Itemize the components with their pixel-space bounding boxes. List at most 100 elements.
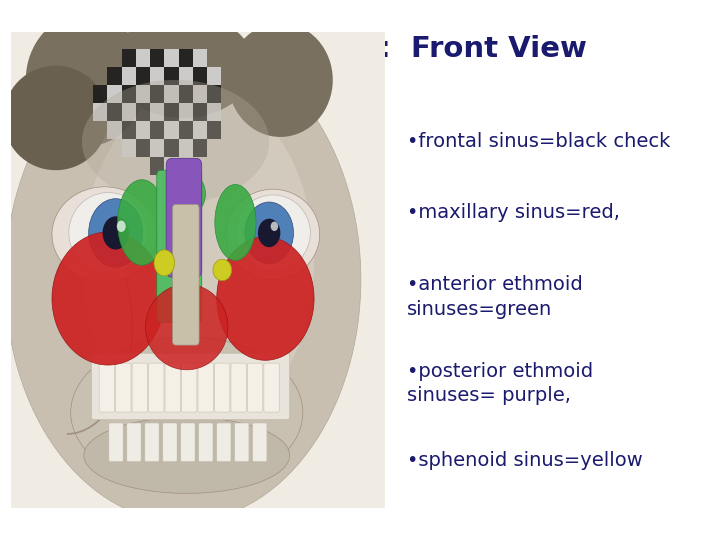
- Bar: [122, 139, 136, 157]
- Bar: [150, 139, 164, 157]
- Ellipse shape: [235, 195, 310, 271]
- FancyBboxPatch shape: [145, 423, 159, 462]
- Ellipse shape: [26, 14, 145, 146]
- Ellipse shape: [215, 185, 256, 260]
- FancyBboxPatch shape: [173, 205, 199, 345]
- Bar: [122, 85, 136, 103]
- Bar: [93, 85, 107, 103]
- Circle shape: [89, 199, 143, 267]
- FancyBboxPatch shape: [181, 423, 195, 462]
- FancyBboxPatch shape: [127, 423, 141, 462]
- Bar: [207, 85, 221, 103]
- FancyBboxPatch shape: [248, 363, 263, 412]
- Ellipse shape: [82, 80, 269, 204]
- Bar: [136, 139, 150, 157]
- Ellipse shape: [154, 250, 174, 276]
- Text: •anterior ethmoid
sinuses=green: •anterior ethmoid sinuses=green: [407, 275, 582, 319]
- Bar: [164, 85, 179, 103]
- Bar: [193, 121, 207, 139]
- FancyBboxPatch shape: [99, 363, 114, 412]
- Circle shape: [245, 202, 294, 264]
- Text: •posterior ethmoid
sinuses= purple,: •posterior ethmoid sinuses= purple,: [407, 362, 593, 405]
- Bar: [164, 157, 179, 175]
- Bar: [193, 85, 207, 103]
- Bar: [150, 66, 164, 85]
- Bar: [164, 66, 179, 85]
- Ellipse shape: [161, 170, 205, 218]
- Bar: [150, 121, 164, 139]
- Bar: [122, 49, 136, 66]
- FancyBboxPatch shape: [166, 158, 202, 277]
- Bar: [107, 103, 122, 121]
- Bar: [207, 66, 221, 85]
- Bar: [122, 103, 136, 121]
- Ellipse shape: [52, 187, 157, 282]
- Bar: [179, 139, 193, 157]
- Ellipse shape: [228, 23, 333, 137]
- Bar: [150, 49, 164, 66]
- Ellipse shape: [82, 90, 314, 431]
- Bar: [179, 85, 193, 103]
- Text: •frontal sinus=black check: •frontal sinus=black check: [407, 132, 670, 151]
- Bar: [136, 103, 150, 121]
- Bar: [193, 66, 207, 85]
- Bar: [107, 85, 122, 103]
- Circle shape: [258, 219, 280, 247]
- Bar: [150, 157, 164, 175]
- Ellipse shape: [4, 66, 108, 170]
- Ellipse shape: [5, 37, 361, 522]
- FancyBboxPatch shape: [253, 423, 267, 462]
- Ellipse shape: [213, 259, 232, 281]
- Ellipse shape: [69, 193, 148, 273]
- Circle shape: [102, 217, 129, 249]
- Bar: [179, 49, 193, 66]
- Bar: [150, 85, 164, 103]
- Bar: [164, 139, 179, 157]
- Bar: [164, 103, 179, 121]
- Circle shape: [117, 220, 126, 232]
- FancyBboxPatch shape: [165, 363, 181, 412]
- Bar: [122, 66, 136, 85]
- Bar: [193, 49, 207, 66]
- FancyBboxPatch shape: [231, 363, 246, 412]
- FancyBboxPatch shape: [181, 363, 197, 412]
- Ellipse shape: [112, 14, 254, 118]
- Ellipse shape: [52, 232, 164, 365]
- Bar: [207, 103, 221, 121]
- Bar: [164, 49, 179, 66]
- Ellipse shape: [226, 189, 320, 280]
- Bar: [136, 85, 150, 103]
- Ellipse shape: [84, 417, 289, 494]
- Bar: [193, 103, 207, 121]
- Bar: [107, 66, 122, 85]
- FancyBboxPatch shape: [109, 423, 123, 462]
- FancyBboxPatch shape: [91, 353, 289, 420]
- Text: Sinus Anatomy:  Front View: Sinus Anatomy: Front View: [133, 35, 587, 63]
- Bar: [207, 121, 221, 139]
- FancyBboxPatch shape: [235, 423, 249, 462]
- Bar: [179, 66, 193, 85]
- Circle shape: [271, 221, 278, 231]
- Bar: [164, 121, 179, 139]
- Bar: [179, 103, 193, 121]
- Ellipse shape: [71, 336, 303, 489]
- Bar: [122, 121, 136, 139]
- FancyBboxPatch shape: [215, 363, 230, 412]
- FancyBboxPatch shape: [217, 423, 231, 462]
- Text: •maxillary sinus=red,: •maxillary sinus=red,: [407, 202, 620, 221]
- Bar: [136, 49, 150, 66]
- FancyBboxPatch shape: [132, 363, 148, 412]
- FancyBboxPatch shape: [116, 363, 131, 412]
- FancyBboxPatch shape: [199, 423, 213, 462]
- Ellipse shape: [117, 180, 166, 265]
- Bar: [193, 139, 207, 157]
- Bar: [150, 103, 164, 121]
- FancyBboxPatch shape: [163, 423, 177, 462]
- Text: •sphenoid sinus=yellow: •sphenoid sinus=yellow: [407, 451, 642, 470]
- FancyBboxPatch shape: [148, 363, 164, 412]
- FancyBboxPatch shape: [157, 170, 202, 322]
- Bar: [93, 103, 107, 121]
- Bar: [136, 66, 150, 85]
- Ellipse shape: [217, 237, 314, 360]
- Bar: [107, 121, 122, 139]
